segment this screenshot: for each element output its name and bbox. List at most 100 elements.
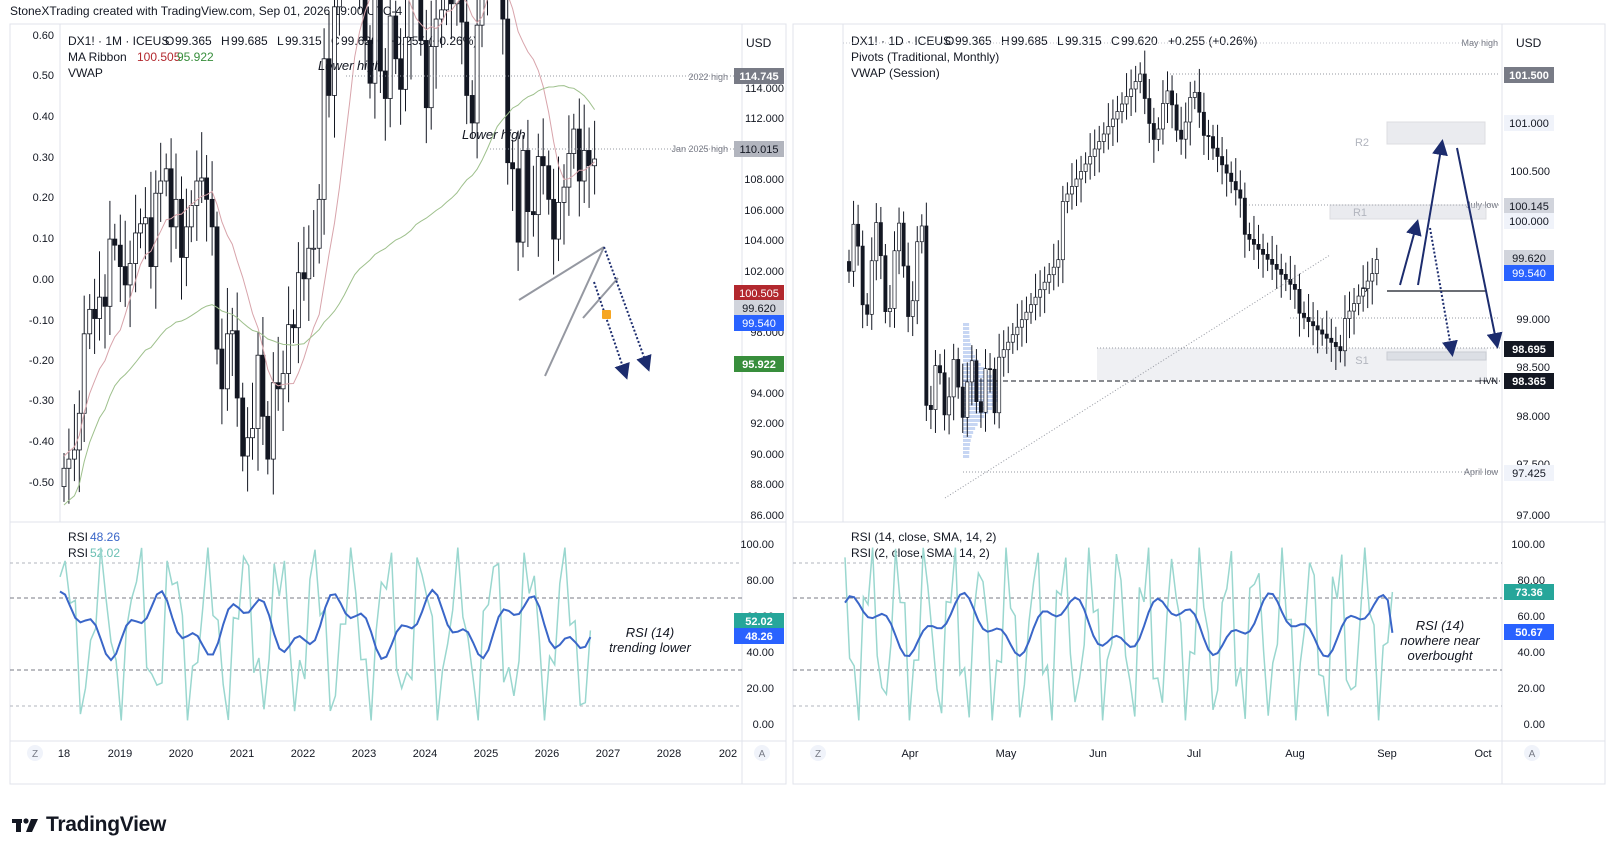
wedge-lower-trendline xyxy=(544,246,605,377)
left-legend-ma-ribbon[interactable]: MA Ribbon xyxy=(68,50,127,64)
left-rsi-note-2: trending lower xyxy=(609,640,691,655)
candle-body xyxy=(1274,264,1279,270)
left-auto-button[interactable]: A xyxy=(759,749,766,760)
volume-profile-bar xyxy=(963,395,1001,398)
candle-body xyxy=(378,0,383,72)
right-rsi-tick: 40.00 xyxy=(1517,647,1545,659)
tag-right-close: 99.620 xyxy=(1512,253,1546,265)
candle-body xyxy=(382,70,388,99)
candle-body xyxy=(1006,341,1011,351)
candle-body xyxy=(1033,296,1038,306)
candle-body xyxy=(479,0,485,26)
candle-body xyxy=(1092,148,1097,157)
candle-body xyxy=(1142,73,1147,99)
candle-body xyxy=(107,238,113,307)
candle-body xyxy=(1083,163,1088,172)
candle-body xyxy=(142,217,148,225)
left-time-tick: 2025 xyxy=(474,748,498,760)
candle-body xyxy=(173,198,179,228)
left-percent-tick: -0.10 xyxy=(29,315,54,327)
volume-profile-bar xyxy=(963,327,970,330)
left-time-tick: 2022 xyxy=(291,748,315,760)
right-zoom-button-bg[interactable] xyxy=(810,745,826,761)
left-rsi-tick: 40.00 xyxy=(746,647,774,659)
volume-profile-bar xyxy=(963,423,978,426)
right-candles xyxy=(847,50,1379,437)
left-zoom-button-bg[interactable] xyxy=(27,745,43,761)
candle-body xyxy=(581,150,587,182)
tag-vwap: 99.540 xyxy=(742,318,776,330)
candle-body xyxy=(933,365,938,410)
left-percent-tick: 0.20 xyxy=(33,192,54,204)
right-legend-open-label: O xyxy=(945,34,954,48)
candle-body xyxy=(1038,289,1043,298)
left-candles xyxy=(61,0,598,504)
left-rsi-legend-2[interactable]: RSI xyxy=(68,546,88,560)
candle-body xyxy=(1352,303,1356,312)
annotation-lower-high-2: Lower high xyxy=(462,127,526,142)
right-legend-open: 99.365 xyxy=(955,34,992,48)
left-zoom-button[interactable]: Z xyxy=(32,749,38,760)
candle-body xyxy=(1165,90,1170,104)
tag-s1-bg xyxy=(1504,341,1554,357)
left-legend-low: 99.315 xyxy=(285,34,322,48)
projection-arrow-2 xyxy=(593,281,630,380)
candle-body xyxy=(865,304,870,315)
candle-body xyxy=(240,397,246,457)
right-rsi2-tag: 73.36 xyxy=(1515,587,1543,599)
candle-body xyxy=(883,255,888,312)
right-legend-vwap[interactable]: VWAP (Session) xyxy=(851,66,940,80)
left-rsi2-tag: 52.02 xyxy=(745,616,773,628)
right-time-tick: Aug xyxy=(1285,748,1305,760)
tradingview-brand[interactable]: TradingView xyxy=(12,813,166,837)
candle-body xyxy=(163,168,169,182)
right-legend-pivots[interactable]: Pivots (Traditional, Monthly) xyxy=(851,50,999,64)
left-legend-high: 99.685 xyxy=(231,34,268,48)
left-time-tick: 2020 xyxy=(169,748,193,760)
projection-arrow-1 xyxy=(603,246,652,372)
tag-may-high-bg xyxy=(1504,67,1554,83)
candle-body xyxy=(869,260,874,315)
candle-body xyxy=(286,324,292,374)
candle-body xyxy=(551,198,556,240)
right-currency-label[interactable]: USD xyxy=(1516,36,1542,50)
left-currency-label[interactable]: USD xyxy=(746,36,772,50)
right-auto-button[interactable]: A xyxy=(1529,749,1536,760)
right-legend-high: 99.685 xyxy=(1011,34,1048,48)
tag-r1: 100.000 xyxy=(1509,216,1549,228)
right-rsi-legend-1[interactable]: RSI (14, close, SMA, 14, 2) xyxy=(851,530,996,544)
candle-body xyxy=(61,467,67,488)
right-auto-button-bg[interactable] xyxy=(1524,745,1540,761)
left-auto-button-bg[interactable] xyxy=(754,745,770,761)
tag-right-vwap: 99.540 xyxy=(1512,268,1546,280)
candle-body xyxy=(1288,279,1293,285)
candle-body xyxy=(408,0,414,38)
candle-body xyxy=(1365,280,1370,289)
tag-ma-fast-bg xyxy=(734,285,784,301)
left-legend-high-label: H xyxy=(221,34,230,48)
left-legend-vwap[interactable]: VWAP xyxy=(68,66,103,80)
candle-body xyxy=(847,261,851,272)
candle-body xyxy=(1042,281,1047,291)
candle-body xyxy=(295,272,301,329)
tag-2022-high: 114.745 xyxy=(739,71,778,83)
right-pane-frame xyxy=(792,23,1606,785)
candle-body xyxy=(1279,269,1284,275)
right-zoom-button[interactable]: Z xyxy=(815,749,821,760)
candle-body xyxy=(403,36,408,90)
volume-profile-bar xyxy=(963,439,971,442)
tradingview-logo-icon xyxy=(12,818,38,832)
right-trendline xyxy=(944,254,1331,499)
candle-body xyxy=(1297,289,1302,314)
candle-body xyxy=(1110,118,1115,127)
tag-jan2025: 110.015 xyxy=(740,144,779,156)
candle-body xyxy=(571,128,577,154)
right-legend-change: +0.255 (+0.26%) xyxy=(1168,34,1257,48)
candle-body xyxy=(464,21,470,96)
candle-body xyxy=(515,168,521,243)
candle-body xyxy=(148,217,154,267)
candle-body xyxy=(546,165,552,200)
left-rsi-legend-1[interactable]: RSI xyxy=(68,530,88,544)
candle-body xyxy=(112,238,118,246)
